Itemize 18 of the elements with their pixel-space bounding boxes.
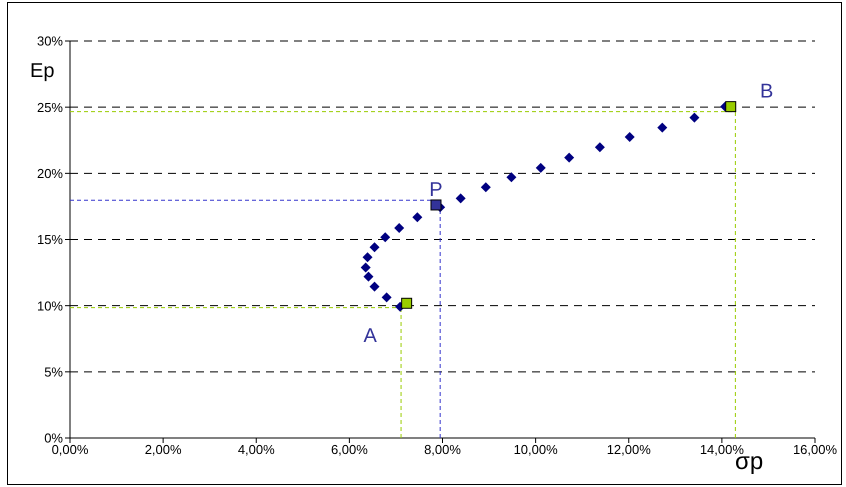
y-tick-label: 5% [44,364,64,380]
y-axis-title: Ep [30,60,54,83]
annotation: A [363,324,378,347]
x-tick-label: 14,00% [700,442,744,458]
x-tick-label: 4,00% [238,442,276,458]
y-tick-label: 10% [36,298,64,314]
x-tick-label: 8,00% [424,442,462,458]
y-tick-label: 30% [36,34,64,49]
y-tick-label: 25% [36,100,64,115]
y-tick-label: 20% [36,166,64,181]
x-tick-label: 2,00% [144,442,182,458]
x-tick-label: 6,00% [330,442,368,458]
x-tick-label: 16,00% [792,442,838,458]
annotation: B [760,80,774,103]
annotation: P [429,178,443,201]
y-tick-label: 15% [36,232,64,248]
x-tick-label: 10,00% [514,442,558,458]
x-tick-label: 12,00% [606,442,652,458]
